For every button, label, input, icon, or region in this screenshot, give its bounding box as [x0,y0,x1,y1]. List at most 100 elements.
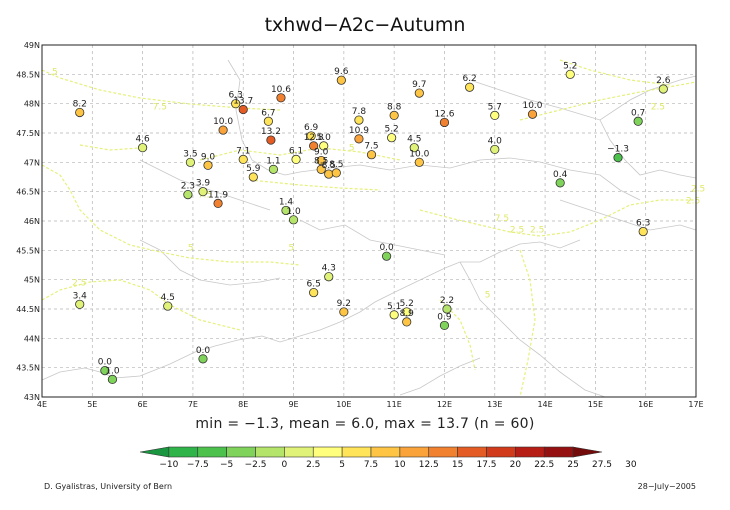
station-value-label: 10.0 [522,101,542,111]
colorbar-swatch [341,446,372,458]
station-marker [339,307,349,317]
station-marker [465,82,475,92]
y-tick-label: 46.5N [16,188,40,197]
station-value-label: 0.9 [437,312,452,322]
station-value-label: 3.4 [73,291,88,301]
station-marker [354,115,364,125]
station-value-label: 2.3 [181,182,195,192]
x-tick-label: 13E [487,400,502,409]
x-tick-label: 14E [537,400,552,409]
station-value-label: 12.6 [434,109,454,119]
colorbar-swatch [255,446,285,458]
x-tick-label: 4E [37,400,47,409]
x-tick-label: 11E [387,400,402,409]
station-marker [281,205,291,216]
station-value-label: 8.9 [400,309,415,319]
y-tick-label: 43.5N [16,364,40,373]
station-value-label: 2.6 [656,76,671,86]
station-value-label: 1.1 [266,156,280,166]
colorbar-label: 12.5 [419,460,439,470]
station-value-label: 9.6 [334,67,349,77]
station-value-label: 5.7 [488,102,502,112]
station-markers: 8.24.63.5 9.02.3 3.911.910.06.313.710.66.7… [73,61,671,384]
station-value-label: 4.0 [488,136,503,146]
y-tick-label: 48N [24,100,40,109]
colorbar-swatch [457,446,487,458]
statistics-summary: min = −1.3, mean = 6.0, max = 13.7 (n = … [195,416,535,432]
colorbar-label: 30 [625,460,637,470]
colorbar-label: 7.5 [364,460,378,470]
station-marker [266,135,276,145]
y-tick-label: 47.5N [16,129,40,138]
station-value-label: 5.2 [384,125,398,135]
station-marker [276,93,286,103]
station-marker [107,374,118,384]
station-value-label: 1.0 [286,207,301,217]
colorbar-swatch [284,446,314,458]
station-value-label: 9.0 [314,148,329,158]
y-tick-label: 47N [24,158,40,167]
colorbar-swatch [428,446,458,458]
station-value-label: 4.5 [407,135,421,145]
colorbar-label: −7.5 [187,460,209,470]
contour-label: 2.5 [686,196,700,206]
y-tick-label: 45.5N [16,246,40,255]
contour-label: 2.5 [691,185,705,195]
station-marker [75,299,85,309]
station-marker [527,109,538,119]
contour-label: 2.5 [530,226,544,236]
station-marker [555,178,565,188]
x-tick-label: 17E [688,400,703,409]
station-value-label: 4.3 [322,264,336,274]
author-credit: D. Gyalistras, University of Bern [44,482,173,491]
contour-label: 5 [485,290,491,300]
contour-label: 2.5 [72,279,86,289]
x-tick-label: 5E [87,400,97,409]
station-marker [439,320,450,331]
contour-label: 7.5 [495,214,509,224]
lat-lon-grid [42,45,696,397]
colorbar-label: 10 [394,460,406,470]
station-marker [633,116,643,126]
station-marker [238,154,248,164]
x-tick-label: 16E [638,400,653,409]
station-value-label: 9.0 [201,152,216,162]
colorbar-label: −2.5 [245,460,267,470]
y-tick-label: 43N [24,393,40,402]
x-tick-label: 8E [238,400,248,409]
station-value-label: 10.9 [349,126,369,136]
station-value-label: 8.8 [387,102,402,112]
station-value-label: 5.2 [400,299,414,309]
colorbar-swatch [399,446,430,458]
colorbar-swatch [197,446,227,458]
station-marker [354,134,364,144]
station-marker [248,172,258,182]
station-value-label: 7.1 [236,146,250,156]
y-tick-label: 44.5N [16,305,40,314]
colorbar-swatch [543,446,574,458]
contour-label: 5 [289,243,295,253]
station-value-label: 5.2 [563,61,577,71]
station-value-label: 13.2 [261,127,281,137]
station-marker [306,131,316,141]
station-value-label: 7.5 [364,142,378,152]
station-value-label: 6.3 [229,91,243,101]
station-marker [389,110,399,121]
station-marker [638,226,648,237]
station-value-label: 10.6 [271,85,291,95]
x-tick-label: 12E [437,400,452,409]
colorbar-label: 2.5 [306,460,320,470]
station-value-label: 5.1 [387,302,401,312]
station-marker [100,365,110,376]
station-marker [319,141,329,151]
station-marker [366,150,377,160]
colorbar-label: 20 [510,460,522,470]
station-value-label: 0.0 [379,243,394,253]
station-marker [658,84,668,94]
station-marker [291,154,301,164]
station-marker [613,153,623,163]
colorbar: −10 −7.5 −5 −2.5 0 2.5 5 7.5 10 12.5 15 17.5 20 22.5 2… [139,446,637,470]
station-value-label: 4.5 [161,293,175,303]
colorbar-swatch [139,446,170,458]
station-value-label: 5.9 [246,164,261,174]
